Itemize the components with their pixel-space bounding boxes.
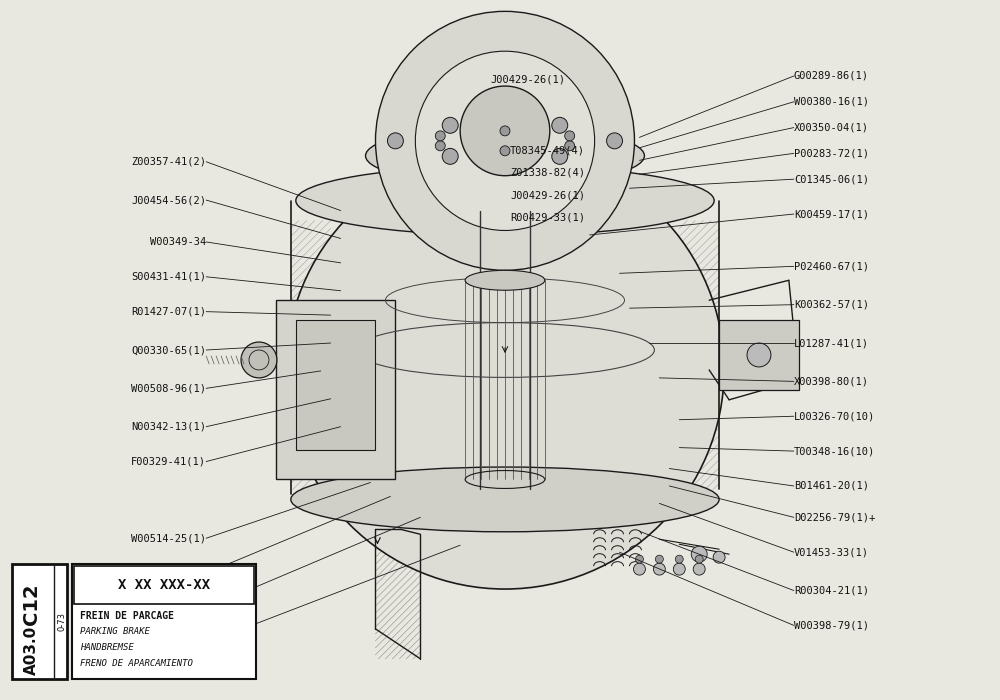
Circle shape: [442, 118, 458, 133]
Ellipse shape: [291, 467, 719, 532]
Text: P02460-67(1): P02460-67(1): [794, 261, 869, 272]
Text: V01453-33(1): V01453-33(1): [794, 547, 869, 557]
Text: X XX XXX-XX: X XX XXX-XX: [118, 578, 210, 592]
Text: Q00330-65(1): Q00330-65(1): [131, 345, 206, 355]
Circle shape: [442, 148, 458, 164]
Text: R00429-33(1): R00429-33(1): [510, 213, 585, 223]
Circle shape: [675, 555, 683, 564]
Text: X00398-80(1): X00398-80(1): [794, 377, 869, 386]
Text: C01345-06(1): C01345-06(1): [794, 174, 869, 184]
Text: W00380-16(1): W00380-16(1): [794, 97, 869, 107]
Circle shape: [552, 118, 568, 133]
Text: P00283-72(1): P00283-72(1): [794, 148, 869, 158]
Circle shape: [435, 131, 445, 141]
Text: R01427-07(1): R01427-07(1): [131, 307, 206, 316]
Text: W00349-34: W00349-34: [150, 237, 206, 247]
Circle shape: [565, 141, 575, 150]
Text: S00431-41(1): S00431-41(1): [131, 272, 206, 282]
Circle shape: [653, 564, 665, 575]
Circle shape: [241, 342, 277, 378]
Text: X00350-04(1): X00350-04(1): [794, 122, 869, 132]
Ellipse shape: [465, 270, 545, 290]
Circle shape: [286, 150, 724, 589]
Text: FREIN DE PARCAGE: FREIN DE PARCAGE: [80, 611, 174, 621]
Circle shape: [552, 148, 568, 164]
Circle shape: [607, 133, 623, 149]
Circle shape: [435, 141, 445, 150]
Text: W00514-25(1): W00514-25(1): [131, 533, 206, 543]
Bar: [12, 564, 67, 679]
Text: P01453-27(1): P01453-27(1): [131, 638, 206, 648]
Text: K00459-17(1): K00459-17(1): [794, 209, 869, 219]
Text: W00508-96(1): W00508-96(1): [131, 384, 206, 393]
Circle shape: [695, 555, 703, 564]
Text: Z00357-41(2): Z00357-41(2): [131, 157, 206, 167]
Text: L00326-70(10): L00326-70(10): [794, 411, 875, 421]
Circle shape: [500, 126, 510, 136]
Circle shape: [693, 564, 705, 575]
Text: J00454-56(2): J00454-56(2): [131, 195, 206, 205]
Text: N00342-13(1): N00342-13(1): [131, 421, 206, 432]
Circle shape: [387, 133, 403, 149]
Text: F00329-41(1): F00329-41(1): [131, 456, 206, 467]
Bar: [72, 564, 256, 679]
Ellipse shape: [296, 166, 714, 235]
Text: 0-73: 0-73: [57, 612, 66, 631]
Circle shape: [460, 86, 550, 176]
Circle shape: [747, 343, 771, 367]
Circle shape: [415, 51, 595, 230]
Bar: [719, 320, 799, 390]
Circle shape: [635, 555, 643, 564]
Text: T08345-49(4): T08345-49(4): [510, 146, 585, 155]
Bar: [296, 320, 375, 449]
Text: J00429-26(1): J00429-26(1): [490, 74, 565, 85]
Text: HANDBREMSE: HANDBREMSE: [80, 643, 133, 652]
Circle shape: [375, 11, 634, 270]
Text: Z01338-82(4): Z01338-82(4): [510, 168, 585, 178]
Ellipse shape: [366, 126, 644, 186]
Text: FRENO DE APARCAMIENTO: FRENO DE APARCAMIENTO: [80, 659, 193, 668]
Text: K00362-57(1): K00362-57(1): [794, 300, 869, 309]
Circle shape: [500, 146, 510, 156]
Text: T00348-16(10): T00348-16(10): [794, 446, 875, 456]
Text: H00304-36(1): H00304-36(1): [131, 568, 206, 578]
Circle shape: [565, 131, 575, 141]
Text: L01287-41(1): L01287-41(1): [794, 338, 869, 348]
Bar: [74, 566, 254, 604]
Ellipse shape: [375, 110, 634, 162]
Text: J00429-26(1): J00429-26(1): [510, 190, 585, 200]
Circle shape: [673, 564, 685, 575]
Circle shape: [633, 564, 645, 575]
Text: C12: C12: [22, 583, 41, 625]
Circle shape: [655, 555, 663, 564]
Text: R00304-21(1): R00304-21(1): [794, 585, 869, 596]
Text: U00290-21(1): U00290-21(1): [131, 603, 206, 613]
Circle shape: [713, 551, 725, 564]
Bar: [276, 300, 395, 480]
Text: D02256-79(1)+: D02256-79(1)+: [794, 512, 875, 522]
Text: A03.0: A03.0: [24, 625, 39, 675]
Text: W00398-79(1): W00398-79(1): [794, 620, 869, 631]
Circle shape: [691, 546, 707, 562]
Text: G00289-86(1): G00289-86(1): [794, 71, 869, 81]
Text: PARKING BRAKE: PARKING BRAKE: [80, 627, 150, 636]
Text: B01461-20(1): B01461-20(1): [794, 481, 869, 491]
